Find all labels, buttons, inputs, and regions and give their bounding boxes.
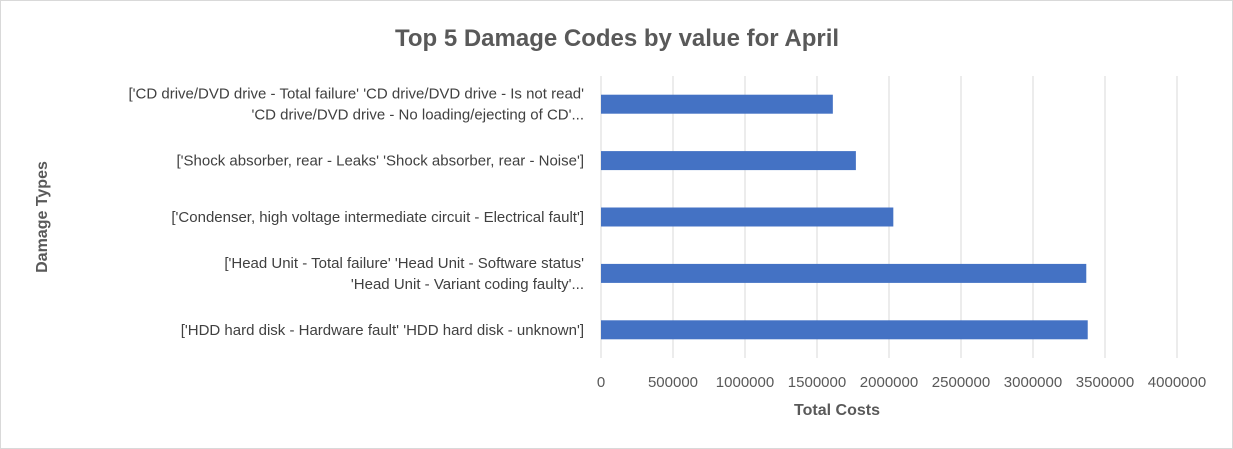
category-labels: ['CD drive/DVD drive - Total failure' 'C… — [129, 86, 585, 339]
x-tick-label: 2000000 — [860, 374, 918, 391]
x-tick-label: 3000000 — [1004, 374, 1062, 391]
category-label: ['Condenser, high voltage intermediate c… — [171, 209, 584, 226]
y-axis-title: Damage Types — [34, 161, 51, 273]
category-label: ['CD drive/DVD drive - Total failure' 'C… — [129, 86, 585, 103]
category-label: ['Shock absorber, rear - Leaks' 'Shock a… — [177, 153, 584, 170]
x-tick-label: 2500000 — [932, 374, 990, 391]
x-tick-label: 3500000 — [1076, 374, 1134, 391]
x-tick-label: 1500000 — [788, 374, 846, 391]
bar — [601, 320, 1088, 340]
bars — [601, 94, 1088, 340]
x-tick-label: 1000000 — [716, 374, 774, 391]
x-tick-label: 500000 — [648, 374, 698, 391]
x-tick-label: 0 — [597, 374, 605, 391]
bar — [601, 263, 1087, 283]
chart-title: Top 5 Damage Codes by value for April — [395, 25, 839, 52]
x-axis-title: Total Costs — [794, 402, 880, 419]
bar — [601, 151, 856, 171]
category-label: ['HDD hard disk - Hardware fault' 'HDD h… — [181, 322, 584, 339]
x-tick-labels: 0 500000 1000000 1500000 2000000 2500000 30000… — [597, 374, 1206, 391]
category-label: 'Head Unit - Variant coding faulty'... — [351, 276, 584, 293]
x-tick-label: 4000000 — [1148, 374, 1206, 391]
bar — [601, 94, 833, 114]
bar — [601, 207, 894, 227]
category-label: 'CD drive/DVD drive - No loading/ejectin… — [251, 107, 584, 124]
category-label: ['Head Unit - Total failure' 'Head Unit … — [224, 255, 584, 272]
